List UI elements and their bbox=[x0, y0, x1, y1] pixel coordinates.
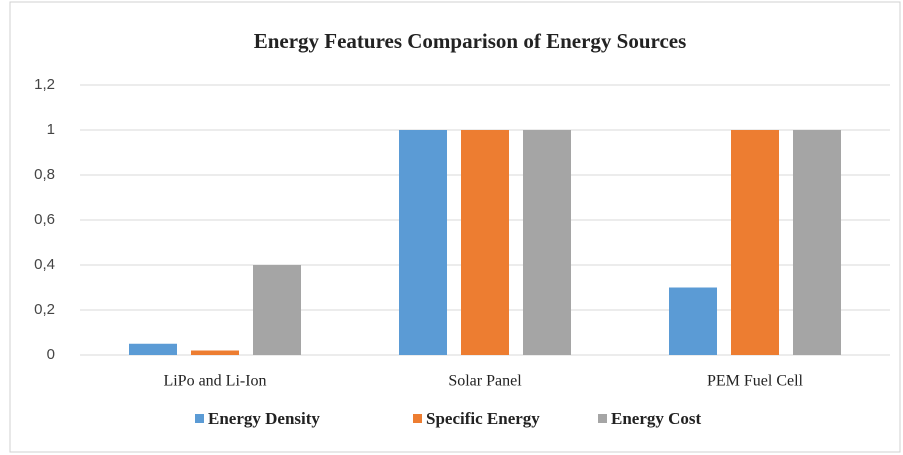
x-tick-label: PEM Fuel Cell bbox=[707, 373, 804, 390]
y-tick-label: 0,8 bbox=[34, 166, 55, 183]
legend-label: Energy Cost bbox=[611, 409, 702, 428]
y-tick-label: 1 bbox=[47, 121, 55, 138]
x-tick-label: LiPo and Li-Ion bbox=[163, 373, 266, 390]
y-tick-label: 0,4 bbox=[34, 256, 55, 273]
chart-title: Energy Features Comparison of Energy Sou… bbox=[254, 29, 687, 53]
legend-label: Energy Density bbox=[208, 409, 320, 428]
y-tick-label: 1,2 bbox=[34, 76, 55, 93]
legend-label: Specific Energy bbox=[426, 409, 540, 428]
bar bbox=[399, 130, 447, 355]
bar bbox=[129, 343, 177, 355]
bar bbox=[191, 350, 239, 355]
bar bbox=[669, 287, 717, 355]
x-tick-label: Solar Panel bbox=[448, 373, 522, 390]
legend-swatch bbox=[413, 414, 422, 423]
legend-swatch bbox=[195, 414, 204, 423]
bar bbox=[731, 130, 779, 355]
bar bbox=[461, 130, 509, 355]
bar bbox=[253, 265, 301, 355]
y-tick-label: 0,6 bbox=[34, 211, 55, 228]
legend-swatch bbox=[598, 414, 607, 423]
y-tick-label: 0,2 bbox=[34, 301, 55, 318]
bar bbox=[793, 130, 841, 355]
y-tick-label: 0 bbox=[47, 346, 55, 363]
bar bbox=[523, 130, 571, 355]
